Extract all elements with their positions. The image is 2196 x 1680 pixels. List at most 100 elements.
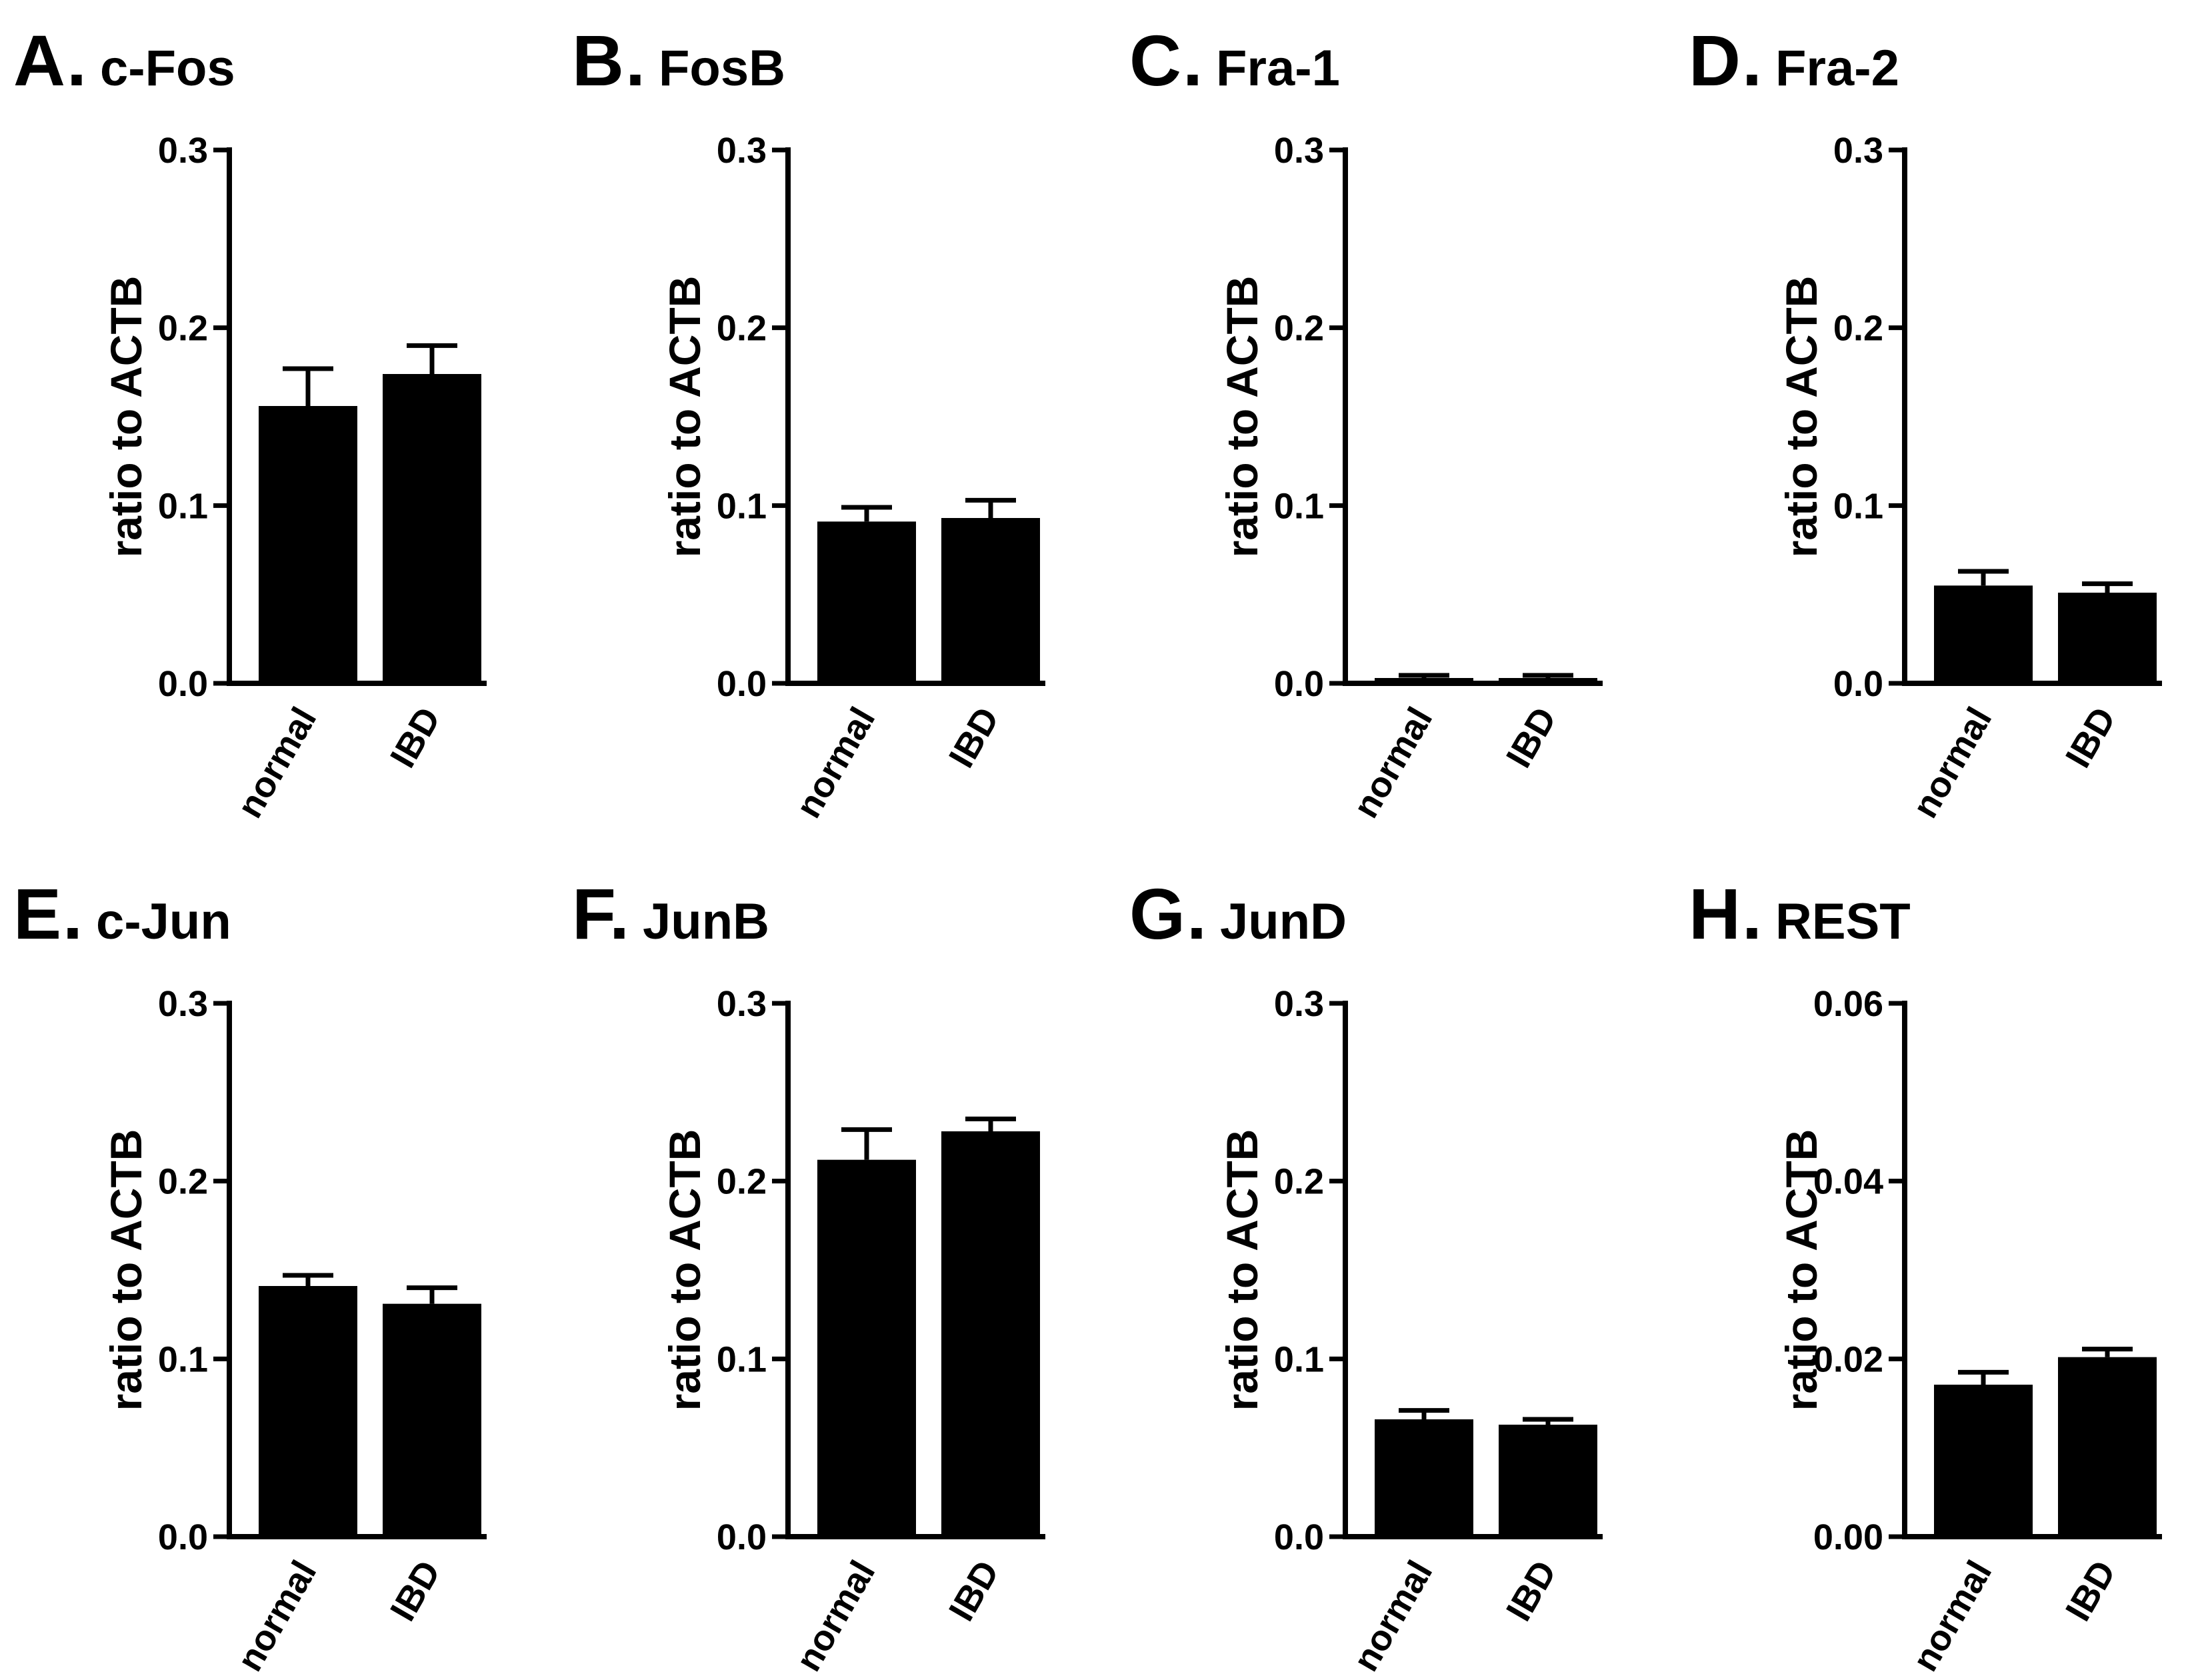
panel-title: B. FosB xyxy=(572,19,785,102)
bar-ibd xyxy=(941,1131,1040,1537)
y-tick-label: 0.3 xyxy=(1833,131,1883,171)
panel-gene-name: c-Fos xyxy=(100,40,235,97)
panel-letter: E. xyxy=(13,873,85,954)
x-tick-label: normal xyxy=(1345,701,1440,825)
bar-normal xyxy=(817,1159,916,1537)
panel-letter: B. xyxy=(572,20,647,101)
panel-letter: H. xyxy=(1689,873,1763,954)
bar-normal xyxy=(817,521,916,683)
y-tick-label: 0.1 xyxy=(1274,1339,1324,1379)
bar-normal xyxy=(259,1286,357,1537)
panel-title: G. JunD xyxy=(1129,872,1347,955)
panel-gene-name: JunD xyxy=(1220,893,1347,950)
bar-normal xyxy=(1934,1385,2033,1537)
y-tick-label: 0.2 xyxy=(1833,309,1883,349)
y-axis-label: ratio to ACTB xyxy=(1777,1129,1826,1411)
panel-gene-name: Fra-1 xyxy=(1216,40,1340,97)
y-tick-label: 0.2 xyxy=(158,309,208,349)
y-tick-label: 0.1 xyxy=(717,1339,767,1379)
x-tick-label: normal xyxy=(788,1554,883,1678)
y-axis-label: ratio to ACTB xyxy=(660,1129,709,1411)
y-tick-label: 0.06 xyxy=(1813,984,1883,1024)
bar-ibd xyxy=(1499,1425,1597,1537)
y-tick-label: 0.04 xyxy=(1813,1162,1883,1202)
panel-title: D. Fra-2 xyxy=(1689,19,1899,102)
chart-panel-jund: G. JunD 0.0 0.1 0.2 0.3 normal IBD ratio to ACTB xyxy=(1116,853,1669,1680)
x-tick-label: normal xyxy=(1905,1554,1999,1678)
chart-panel-fosb: B. FosB 0.0 0.1 0.2 0.3 normal IBD ratio to ACTB xyxy=(559,0,1112,827)
y-tick-label: 0.3 xyxy=(1274,984,1324,1024)
x-tick-label: IBD xyxy=(2058,1554,2123,1628)
bar-chart: 0.0 0.1 0.2 0.3 normal IBD ratio to ACTB xyxy=(101,131,487,825)
y-axis-label: ratio to ACTB xyxy=(101,1129,151,1411)
y-tick-label: 0.1 xyxy=(717,486,767,526)
y-tick-label: 0.0 xyxy=(1274,1517,1324,1557)
x-tick-label: IBD xyxy=(941,1554,1007,1628)
panel-letter: D. xyxy=(1689,20,1763,101)
y-tick-label: 0.0 xyxy=(158,1517,208,1557)
y-tick-label: 0.3 xyxy=(717,131,767,171)
panel-letter: A. xyxy=(13,20,88,101)
y-tick-label: 0.1 xyxy=(158,1339,208,1379)
x-tick-label: normal xyxy=(229,1554,324,1678)
y-tick-label: 0.0 xyxy=(717,1517,767,1557)
y-tick-label: 0.3 xyxy=(1274,131,1324,171)
x-tick-label: normal xyxy=(1345,1554,1440,1678)
x-tick-label: IBD xyxy=(941,701,1007,775)
y-tick-label: 0.1 xyxy=(158,486,208,526)
panel-gene-name: REST xyxy=(1775,893,1911,950)
y-axis-label: ratio to ACTB xyxy=(1217,1129,1267,1411)
x-tick-label: IBD xyxy=(383,1554,448,1628)
y-tick-label: 0.1 xyxy=(1833,486,1883,526)
bar-ibd xyxy=(383,374,481,683)
x-tick-label: IBD xyxy=(383,701,448,775)
y-tick-label: 0.3 xyxy=(158,131,208,171)
y-tick-label: 0.0 xyxy=(1274,664,1324,704)
bar-chart: 0.0 0.1 0.2 0.3 normal IBD ratio to ACTB xyxy=(101,984,487,1678)
y-tick-label: 0.00 xyxy=(1813,1517,1883,1557)
x-tick-label: normal xyxy=(229,701,324,825)
chart-panel-rest: H. REST 0.00 0.02 0.04 0.06 normal IBD ratio to … xyxy=(1675,853,2196,1680)
panel-gene-name: c-Jun xyxy=(96,893,231,950)
y-tick-label: 0.0 xyxy=(717,664,767,704)
y-tick-label: 0.3 xyxy=(717,984,767,1024)
x-tick-label: normal xyxy=(788,701,883,825)
y-tick-label: 0.2 xyxy=(158,1162,208,1202)
x-tick-label: IBD xyxy=(1499,701,1564,775)
y-tick-label: 0.2 xyxy=(1274,309,1324,349)
chart-panel-fra-2: D. Fra-2 0.0 0.1 0.2 0.3 normal IBD ratio to ACT… xyxy=(1675,0,2196,827)
panel-title: A. c-Fos xyxy=(13,19,235,102)
chart-panel-c-jun: E. c-Jun 0.0 0.1 0.2 0.3 normal IBD ratio to ACT… xyxy=(0,853,553,1680)
x-tick-label: IBD xyxy=(2058,701,2123,775)
panel-title: F. JunB xyxy=(572,872,769,955)
y-tick-label: 0.1 xyxy=(1274,486,1324,526)
panel-gene-name: FosB xyxy=(659,40,785,97)
y-axis-label: ratio to ACTB xyxy=(1777,276,1826,558)
y-tick-label: 0.0 xyxy=(158,664,208,704)
panel-letter: G. xyxy=(1129,873,1209,954)
x-tick-label: IBD xyxy=(1499,1554,1564,1628)
bar-normal xyxy=(259,406,357,683)
bar-chart: 0.0 0.1 0.2 0.3 normal IBD ratio to ACTB xyxy=(1217,131,1603,825)
bar-normal xyxy=(1934,585,2033,683)
panel-letter: C. xyxy=(1129,20,1204,101)
bar-chart: 0.0 0.1 0.2 0.3 normal IBD ratio to ACTB xyxy=(1777,131,2162,825)
y-tick-label: 0.2 xyxy=(1274,1162,1324,1202)
y-axis-label: ratio to ACTB xyxy=(660,276,709,558)
y-tick-label: 0.02 xyxy=(1813,1339,1883,1379)
bar-ibd xyxy=(383,1303,481,1537)
bar-chart: 0.00 0.02 0.04 0.06 normal IBD ratio to ACTB xyxy=(1777,984,2162,1678)
chart-panel-c-fos: A. c-Fos 0.0 0.1 0.2 0.3 normal IBD ratio to ACT… xyxy=(0,0,553,827)
x-tick-label: normal xyxy=(1905,701,1999,825)
bar-ibd xyxy=(941,518,1040,683)
panel-title: C. Fra-1 xyxy=(1129,19,1340,102)
bar-ibd xyxy=(2058,593,2157,683)
panel-title: E. c-Jun xyxy=(13,872,231,955)
y-tick-label: 0.2 xyxy=(717,1162,767,1202)
bar-ibd xyxy=(2058,1357,2157,1537)
y-axis-label: ratio to ACTB xyxy=(1217,276,1267,558)
panel-letter: F. xyxy=(572,873,631,954)
y-tick-label: 0.0 xyxy=(1833,664,1883,704)
bar-normal xyxy=(1375,1419,1473,1537)
